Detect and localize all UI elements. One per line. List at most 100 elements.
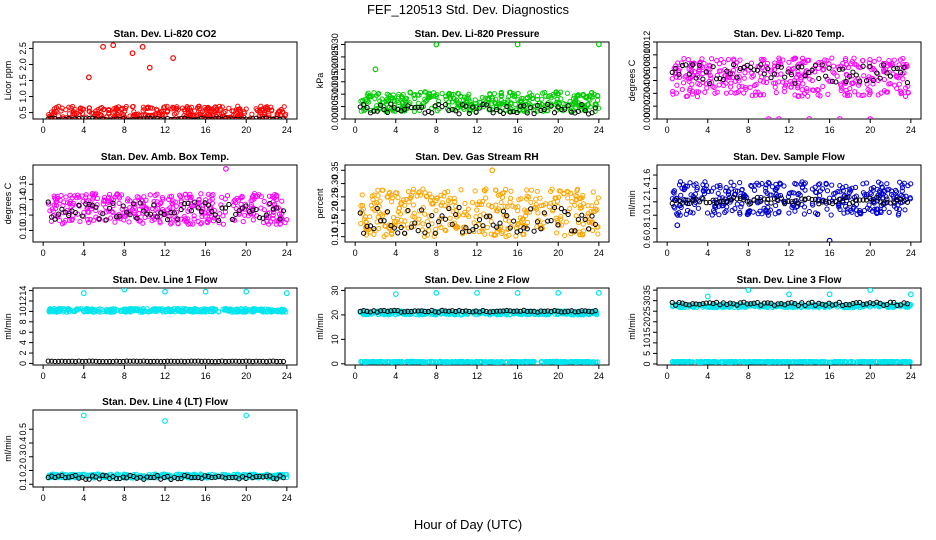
data-point	[222, 196, 228, 202]
data-point	[902, 63, 908, 70]
y-tick-label: 10	[642, 338, 652, 348]
data-point	[258, 205, 264, 211]
y-tick-label: 0.000	[330, 108, 340, 131]
data-point	[700, 76, 706, 82]
data-point	[850, 199, 856, 205]
data-point	[887, 73, 893, 79]
data-point	[83, 198, 89, 205]
data-point	[130, 117, 136, 119]
data-point	[732, 78, 738, 84]
data-point	[226, 105, 232, 111]
data-point	[55, 117, 61, 119]
data-point	[875, 71, 881, 77]
data-point	[195, 205, 201, 211]
data-point	[764, 60, 770, 67]
data-point	[730, 61, 737, 68]
x-tick-label: 0	[665, 125, 670, 135]
data-point	[796, 93, 802, 99]
data-point	[422, 308, 428, 315]
data-point	[877, 75, 883, 81]
data-point	[548, 188, 554, 195]
data-point	[158, 116, 164, 119]
data-point	[226, 116, 232, 119]
data-point	[51, 110, 58, 116]
data-point	[772, 60, 778, 66]
data-point	[482, 231, 488, 237]
data-point	[116, 200, 122, 206]
data-point	[89, 206, 95, 212]
data-point	[395, 94, 402, 100]
data-point	[528, 187, 535, 193]
data-point	[432, 309, 438, 315]
x-tick-label: 16	[513, 248, 523, 258]
data-point	[728, 179, 734, 185]
y-tick-label: 0.002	[642, 95, 652, 118]
panel-title: Stan. Dev. Line 2 Flow	[425, 275, 530, 286]
data-point	[807, 76, 813, 82]
data-point	[841, 210, 847, 216]
x-tick-label: 4	[81, 125, 86, 135]
data-point	[766, 181, 772, 187]
data-point	[394, 359, 400, 365]
data-point	[466, 110, 472, 116]
data-point	[755, 211, 761, 217]
data-point	[484, 224, 490, 231]
data-point	[676, 197, 682, 204]
data-point	[515, 208, 521, 214]
data-point	[83, 201, 89, 207]
x-tick-label: 20	[241, 125, 251, 135]
data-point	[461, 224, 467, 230]
x-tick-label: 20	[553, 371, 563, 381]
data-point	[209, 116, 215, 119]
data-point	[684, 93, 691, 99]
data-point	[384, 91, 390, 97]
data-point	[210, 192, 216, 198]
data-point	[100, 358, 106, 365]
data-point	[167, 194, 173, 200]
data-point	[395, 230, 401, 236]
data-point	[568, 358, 574, 365]
data-point	[853, 72, 859, 78]
data-point	[112, 219, 118, 225]
x-tick-label: 8	[746, 125, 751, 135]
data-point	[136, 307, 142, 313]
data-point	[717, 198, 723, 205]
data-point	[254, 107, 260, 114]
data-point	[155, 202, 162, 208]
data-point	[697, 59, 703, 65]
data-point	[55, 358, 62, 364]
data-point	[883, 89, 889, 95]
data-point	[181, 358, 188, 365]
y-axis-label: kPa	[315, 73, 325, 89]
data-point	[676, 74, 683, 80]
data-point	[168, 358, 174, 364]
data-point	[899, 188, 905, 194]
panel-title: Stan. Dev. Li-820 CO2	[114, 29, 217, 40]
data-point	[249, 194, 256, 200]
panel-title: Stan. Dev. Gas Stream RH	[415, 152, 538, 163]
data-point	[441, 193, 447, 199]
data-point	[364, 104, 370, 111]
data-point	[693, 196, 699, 202]
data-point	[265, 115, 272, 119]
data-point	[378, 308, 384, 314]
data-point	[110, 209, 116, 216]
x-tick-label: 20	[553, 125, 563, 135]
data-point	[178, 306, 184, 312]
data-point	[711, 185, 717, 191]
x-tick-label: 12	[160, 248, 170, 258]
data-point	[819, 186, 826, 192]
data-point	[164, 217, 171, 223]
data-point	[548, 101, 554, 107]
data-point	[165, 118, 167, 119]
data-point	[55, 211, 62, 217]
data-point	[701, 191, 708, 197]
data-point	[725, 191, 732, 197]
data-point	[765, 196, 771, 203]
data-point	[843, 194, 849, 201]
data-point	[117, 358, 123, 365]
data-point	[189, 120, 193, 124]
data-point	[422, 211, 428, 217]
data-point	[527, 209, 533, 215]
data-point	[433, 197, 439, 204]
